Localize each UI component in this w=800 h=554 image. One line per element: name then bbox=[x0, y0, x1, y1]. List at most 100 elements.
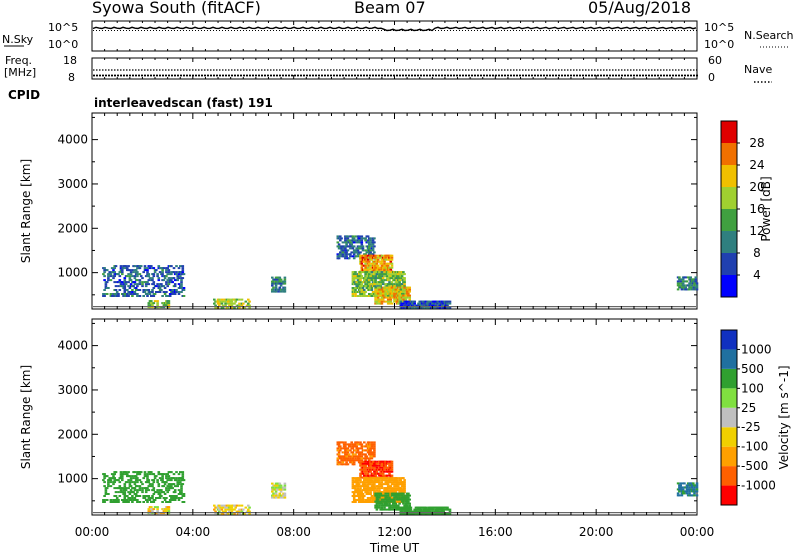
data-cell bbox=[351, 235, 355, 238]
data-cell bbox=[243, 306, 246, 309]
data-cell bbox=[180, 489, 183, 492]
data-cell bbox=[162, 267, 166, 270]
data-cell bbox=[374, 292, 377, 295]
data-cell bbox=[351, 479, 355, 482]
data-cell bbox=[355, 445, 358, 448]
data-cell bbox=[283, 492, 287, 495]
data-cell bbox=[378, 468, 381, 471]
data-cell bbox=[357, 277, 361, 280]
data-cell bbox=[371, 472, 375, 475]
data-cell bbox=[414, 306, 418, 309]
data-cell bbox=[688, 486, 691, 489]
data-cell bbox=[102, 479, 105, 482]
data-cell bbox=[118, 279, 122, 282]
data-cell bbox=[374, 460, 377, 463]
data-cell bbox=[678, 494, 681, 497]
data-cell bbox=[138, 279, 142, 282]
data-cell bbox=[339, 445, 342, 448]
data-cell bbox=[363, 462, 366, 465]
data-cell bbox=[136, 293, 139, 295]
data-cell bbox=[360, 235, 364, 238]
data-cell bbox=[370, 457, 374, 460]
data-cell bbox=[230, 300, 234, 303]
data-cell bbox=[177, 277, 181, 280]
data-cell bbox=[170, 279, 173, 282]
data-cell bbox=[390, 468, 394, 471]
data-cell bbox=[278, 276, 282, 279]
data-cell bbox=[272, 288, 275, 291]
data-cell bbox=[356, 481, 360, 484]
data-cell bbox=[283, 484, 287, 487]
data-cell bbox=[369, 264, 372, 267]
data-cell bbox=[166, 473, 169, 476]
data-cell bbox=[337, 257, 341, 260]
data-cell bbox=[369, 483, 372, 486]
data-cell bbox=[342, 445, 346, 448]
data-cell bbox=[175, 495, 178, 497]
data-cell bbox=[383, 296, 386, 299]
data-cell bbox=[109, 479, 113, 482]
data-cell bbox=[688, 284, 691, 287]
data-cell bbox=[378, 288, 381, 291]
data-cell bbox=[369, 256, 372, 259]
data-cell bbox=[366, 477, 370, 480]
data-cell bbox=[373, 260, 376, 263]
data-cell bbox=[400, 283, 404, 286]
data-cell bbox=[144, 495, 148, 497]
data-cell bbox=[168, 495, 172, 497]
data-cell bbox=[397, 289, 400, 291]
data-cell bbox=[349, 247, 352, 250]
data-cell bbox=[346, 447, 350, 450]
data-cell bbox=[376, 285, 380, 288]
data-cell bbox=[351, 453, 355, 456]
data-cell bbox=[400, 294, 404, 297]
data-cell bbox=[355, 283, 358, 286]
data-cell bbox=[163, 287, 167, 289]
data-cell bbox=[364, 283, 367, 286]
data-cell bbox=[403, 277, 406, 280]
data-cell bbox=[143, 291, 147, 293]
data-cell bbox=[397, 275, 400, 278]
data-cell bbox=[129, 273, 133, 276]
data-cell bbox=[371, 281, 375, 284]
data-cell bbox=[405, 498, 409, 501]
data-cell bbox=[368, 459, 371, 462]
data-cell bbox=[157, 265, 161, 268]
power-colorbar-label: 24 bbox=[749, 158, 764, 172]
data-cell bbox=[339, 251, 342, 254]
data-cell bbox=[379, 283, 382, 286]
data-cell bbox=[240, 298, 244, 301]
data-cell bbox=[448, 512, 452, 515]
data-cell bbox=[274, 280, 278, 283]
data-cell bbox=[351, 295, 355, 297]
data-cell bbox=[403, 288, 406, 291]
data-cell bbox=[177, 283, 181, 286]
data-cell bbox=[375, 262, 379, 265]
data-cell bbox=[167, 269, 171, 272]
data-cell bbox=[283, 290, 287, 293]
data-cell bbox=[371, 483, 375, 486]
data-cell bbox=[345, 455, 348, 458]
data-cell bbox=[695, 482, 699, 485]
data-cell bbox=[448, 510, 452, 513]
data-cell bbox=[393, 498, 396, 501]
data-cell bbox=[403, 285, 406, 288]
data-cell bbox=[336, 447, 340, 450]
data-cell bbox=[389, 260, 393, 263]
data-cell bbox=[180, 281, 183, 284]
data-cell bbox=[388, 496, 391, 499]
data-cell bbox=[361, 497, 365, 499]
data-cell bbox=[336, 459, 340, 462]
data-cell bbox=[342, 447, 346, 450]
power-colorbar-label: 4 bbox=[753, 268, 761, 282]
data-cell bbox=[346, 237, 350, 240]
data-cell bbox=[127, 285, 130, 288]
data-cell bbox=[128, 291, 132, 293]
data-cell bbox=[369, 243, 372, 246]
data-cell bbox=[282, 494, 285, 497]
data-cell bbox=[340, 255, 343, 258]
data-cell bbox=[375, 494, 379, 497]
data-cell bbox=[357, 459, 361, 462]
x-tick-label: 16:00 bbox=[478, 525, 513, 539]
data-cell bbox=[346, 451, 350, 454]
